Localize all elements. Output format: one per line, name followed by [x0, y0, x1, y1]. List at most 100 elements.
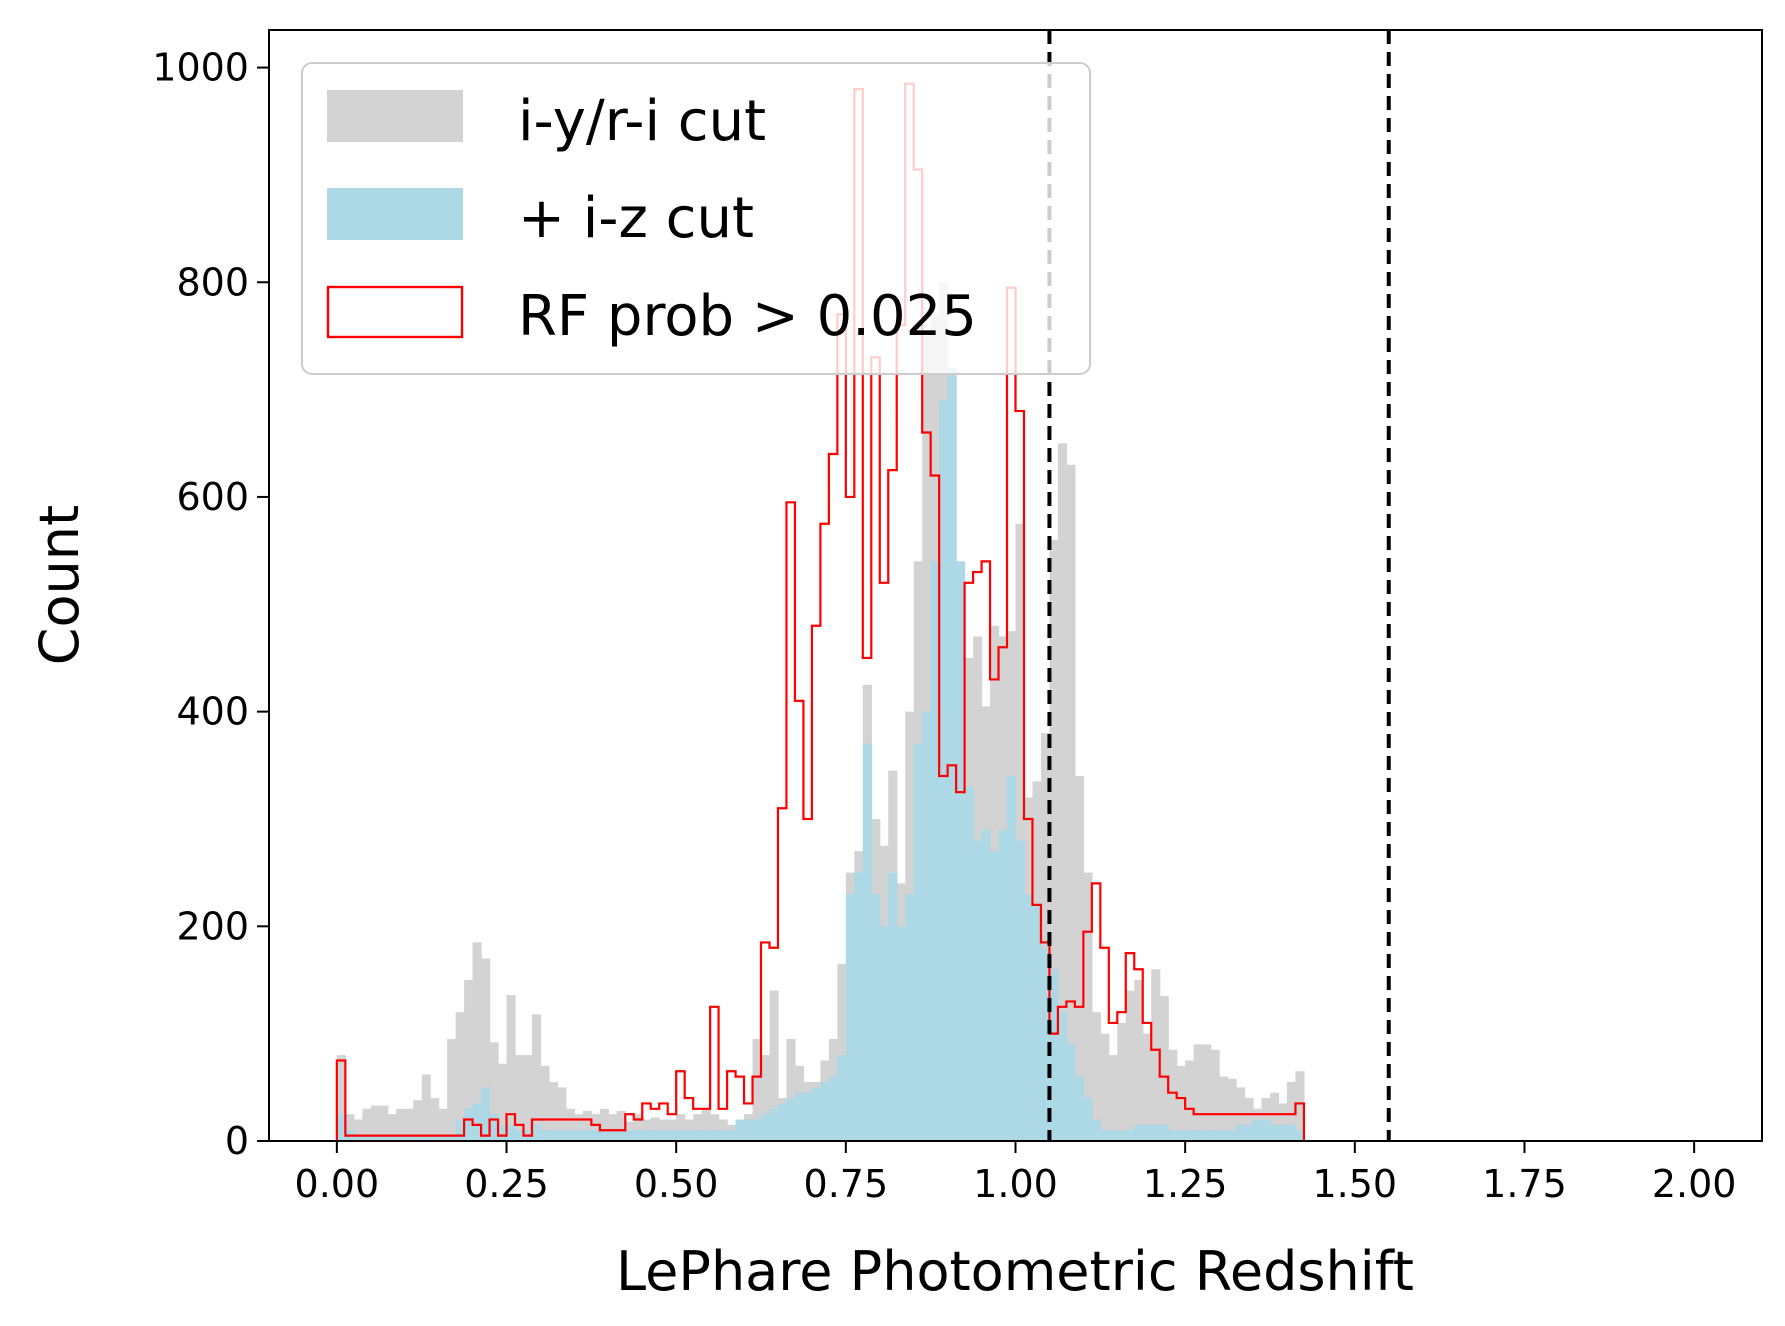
bar-iy-ri — [1015, 523, 1025, 1141]
bar-iy-ri — [506, 995, 516, 1141]
bar-iy-ri — [498, 1063, 508, 1141]
legend-label-iy-ri-cut: i-y/r-i cut — [518, 89, 766, 154]
bar-iz — [430, 1135, 440, 1141]
bar-iy-ri — [693, 1114, 703, 1141]
bar-iy-ri — [472, 942, 482, 1141]
bar-iz — [659, 1130, 669, 1141]
bar-iz — [1253, 1119, 1263, 1141]
bar-iy-ri — [684, 1119, 694, 1141]
x-axis-ticks: 0.00 0.25 0.50 0.75 1.00 1.25 1.50 1.75 2.00 — [295, 1141, 1736, 1206]
bar-iz — [387, 1135, 397, 1141]
bar-iz — [404, 1135, 414, 1141]
bar-iz — [1032, 904, 1042, 1141]
x-tick-label: 1.25 — [1143, 1162, 1228, 1206]
bar-iz — [1040, 947, 1051, 1141]
legend-box — [301, 62, 1091, 375]
bar-iz — [1091, 1119, 1101, 1141]
bar-iz — [820, 1081, 830, 1141]
bar-iy-ri — [438, 1108, 448, 1141]
bar-iz — [633, 1130, 643, 1141]
bar-iz — [1185, 1130, 1195, 1141]
bar-iz — [506, 1124, 516, 1141]
bar-iz — [1227, 1130, 1237, 1141]
bar-iy-ri — [650, 1117, 660, 1141]
bar-iz — [913, 743, 923, 1141]
bar-iz — [1066, 1044, 1076, 1141]
x-tick-label: 1.50 — [1313, 1162, 1398, 1206]
bar-iy-ri — [1286, 1081, 1297, 1141]
bar-iz — [1159, 1124, 1169, 1141]
bar-iy-ri — [1185, 1060, 1195, 1141]
bar-iz — [964, 786, 974, 1141]
bar-iy-ri — [1117, 1022, 1127, 1141]
bar-iz — [735, 1119, 745, 1141]
bar-iz — [599, 1130, 609, 1141]
bar-iz — [998, 829, 1008, 1141]
bar-iz — [956, 561, 966, 1141]
bar-iy-ri — [1108, 1055, 1118, 1141]
bar-iz — [447, 1135, 457, 1141]
bar-iy-ri — [396, 1108, 406, 1141]
bar-iy-ri — [1125, 990, 1135, 1141]
bar-iz — [1142, 1124, 1152, 1141]
bar-iy-ri — [1066, 464, 1076, 1141]
bar-iz — [710, 1130, 720, 1141]
bar-iz — [888, 872, 898, 1141]
bar-iz — [752, 1119, 762, 1141]
bar-iz — [370, 1135, 380, 1141]
x-tick-label: 0.00 — [295, 1162, 380, 1206]
bar-iz — [1269, 1124, 1280, 1141]
bar-iy-ri — [548, 1081, 559, 1141]
bar-iz — [362, 1135, 372, 1141]
bar-iz — [761, 1114, 771, 1141]
bar-iz — [379, 1135, 389, 1141]
bar-iz — [684, 1130, 694, 1141]
bar-iz — [642, 1130, 652, 1141]
bar-iy-ri — [1040, 733, 1051, 1141]
bar-iz — [548, 1130, 559, 1141]
bar-iy-ri — [591, 1114, 601, 1141]
bar-iz — [1236, 1124, 1246, 1141]
bar-iy-ri — [574, 1114, 584, 1141]
bar-iy-ri — [1091, 1012, 1101, 1141]
bar-iy-ri — [523, 1055, 533, 1141]
bar-iz — [1100, 1130, 1110, 1141]
bar-iy-ri — [761, 1055, 771, 1141]
bar-iz — [557, 1130, 567, 1141]
y-tick-label: 600 — [176, 475, 249, 519]
legend: i-y/r-i cut + i-z cut RF prob > 0.025 — [301, 62, 1091, 375]
bar-iy-ri — [515, 1055, 525, 1141]
bar-iy-ri — [430, 1098, 440, 1141]
bar-iz — [1210, 1130, 1220, 1141]
bar-iz — [1015, 840, 1025, 1141]
bar-iz — [922, 711, 932, 1141]
bar-iz — [574, 1130, 584, 1141]
y-axis-ticks: 0 200 400 600 800 1000 — [152, 46, 269, 1163]
bar-iy-ri — [540, 1065, 550, 1141]
bar-iz — [794, 1092, 805, 1141]
bar-iy-ri — [447, 1039, 457, 1141]
bar-iz — [455, 1119, 465, 1141]
bar-iz — [515, 1130, 525, 1141]
bar-iz — [693, 1130, 703, 1141]
bar-iz — [845, 894, 855, 1141]
bar-iy-ri — [1151, 969, 1161, 1141]
bar-iz — [1193, 1130, 1203, 1141]
bar-iy-ri — [1269, 1092, 1280, 1141]
bar-iz — [990, 851, 1000, 1141]
bar-iy-ri — [667, 1119, 677, 1141]
legend-label-iz-cut: + i-z cut — [518, 186, 754, 251]
bar-iy-ri — [1278, 1103, 1288, 1141]
bar-iz — [973, 840, 983, 1141]
bar-iz — [396, 1135, 406, 1141]
bar-iy-ri — [616, 1110, 626, 1141]
bar-iy-ri — [557, 1087, 567, 1141]
bar-iz — [871, 894, 881, 1141]
bar-iy-ri — [464, 979, 474, 1141]
legend-swatch-iy-ri-cut — [327, 90, 463, 142]
bar-iz — [1117, 1130, 1127, 1141]
bar-iy-ri — [1202, 1044, 1212, 1141]
bar-iz — [498, 1124, 508, 1141]
bar-iy-ri — [387, 1114, 397, 1141]
bar-iy-ri — [1142, 1033, 1152, 1141]
